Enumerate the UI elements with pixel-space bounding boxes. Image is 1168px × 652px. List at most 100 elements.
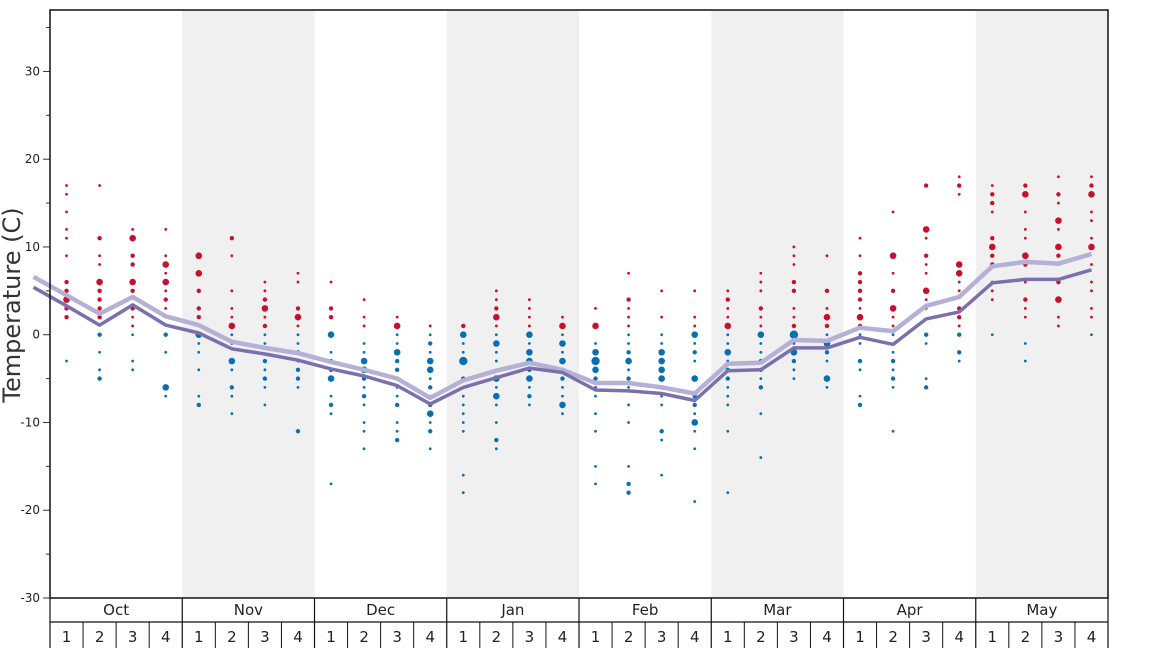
data-point bbox=[131, 359, 135, 363]
data-point bbox=[1023, 342, 1027, 345]
data-point bbox=[858, 333, 862, 337]
series-line-upper bbox=[32, 251, 1093, 401]
week-label: 4 bbox=[558, 628, 568, 646]
data-point bbox=[163, 297, 168, 302]
data-point bbox=[528, 403, 531, 407]
data-point bbox=[627, 464, 630, 468]
y-axis-title: Temperature (C) bbox=[0, 207, 26, 403]
data-point bbox=[658, 357, 665, 365]
data-point bbox=[592, 348, 599, 356]
data-point bbox=[891, 210, 895, 214]
data-point bbox=[726, 491, 730, 495]
data-point bbox=[792, 368, 796, 372]
data-point bbox=[131, 228, 135, 231]
data-point bbox=[1022, 190, 1029, 198]
data-point bbox=[627, 306, 630, 310]
data-point bbox=[1055, 217, 1062, 224]
data-point bbox=[494, 421, 498, 424]
month-label-mar: Mar bbox=[763, 601, 792, 619]
data-point bbox=[891, 315, 895, 319]
data-point bbox=[1023, 359, 1027, 363]
data-point bbox=[594, 482, 597, 486]
data-point bbox=[660, 394, 664, 398]
data-point bbox=[428, 377, 432, 380]
data-point bbox=[263, 342, 267, 345]
data-point bbox=[660, 403, 664, 407]
data-point bbox=[825, 385, 829, 389]
data-point bbox=[493, 313, 500, 321]
data-point bbox=[858, 342, 862, 345]
data-point bbox=[824, 323, 830, 329]
data-point bbox=[693, 342, 697, 345]
data-point bbox=[295, 429, 301, 434]
data-point bbox=[561, 350, 564, 354]
data-point bbox=[823, 375, 831, 382]
data-point bbox=[362, 350, 366, 354]
data-point bbox=[65, 184, 68, 187]
data-point bbox=[263, 280, 267, 284]
data-point bbox=[758, 385, 764, 390]
data-point bbox=[726, 385, 730, 389]
data-point bbox=[824, 350, 830, 355]
data-point bbox=[494, 306, 499, 311]
data-point bbox=[162, 278, 170, 286]
data-point bbox=[923, 253, 929, 258]
data-point bbox=[726, 315, 730, 319]
week-label: 1 bbox=[591, 628, 601, 646]
data-point bbox=[362, 421, 366, 424]
data-point bbox=[164, 228, 168, 231]
data-point bbox=[130, 262, 135, 267]
data-point bbox=[1057, 201, 1060, 205]
data-point bbox=[461, 491, 465, 495]
data-point bbox=[528, 324, 531, 328]
data-point bbox=[725, 297, 730, 302]
data-point bbox=[823, 313, 831, 321]
data-point bbox=[296, 342, 300, 345]
data-point bbox=[461, 412, 465, 416]
data-point bbox=[1023, 306, 1027, 310]
data-point bbox=[295, 367, 301, 373]
data-point bbox=[1023, 280, 1027, 284]
data-point bbox=[263, 315, 267, 319]
data-point bbox=[164, 306, 168, 310]
data-point bbox=[263, 368, 267, 372]
data-point bbox=[97, 376, 102, 381]
week-label: 1 bbox=[459, 628, 469, 646]
data-point bbox=[1023, 236, 1027, 240]
data-point bbox=[858, 306, 862, 310]
data-point bbox=[658, 366, 665, 374]
data-point bbox=[426, 410, 434, 418]
data-point bbox=[591, 356, 600, 366]
data-point bbox=[395, 333, 399, 337]
data-point bbox=[296, 385, 300, 389]
data-point bbox=[857, 358, 863, 364]
data-point bbox=[594, 306, 597, 310]
data-point bbox=[593, 376, 598, 381]
data-point bbox=[659, 429, 664, 434]
data-point bbox=[196, 314, 201, 320]
data-point bbox=[725, 376, 730, 381]
data-point bbox=[792, 254, 796, 258]
data-point bbox=[494, 324, 498, 328]
data-point bbox=[924, 236, 928, 240]
data-point bbox=[990, 200, 995, 206]
data-point bbox=[329, 350, 333, 354]
data-point bbox=[693, 447, 697, 451]
data-point bbox=[890, 288, 896, 294]
data-point bbox=[230, 315, 234, 319]
data-point bbox=[759, 377, 763, 380]
data-point bbox=[561, 333, 564, 337]
data-point bbox=[825, 254, 829, 258]
data-point bbox=[726, 333, 730, 337]
data-point bbox=[1090, 315, 1093, 319]
data-point bbox=[691, 419, 699, 426]
data-point bbox=[857, 402, 863, 408]
data-point bbox=[228, 322, 236, 330]
data-point bbox=[1090, 306, 1093, 310]
data-point bbox=[494, 437, 499, 443]
data-point bbox=[394, 358, 400, 364]
data-point bbox=[362, 324, 366, 328]
data-point bbox=[461, 323, 466, 329]
data-point bbox=[230, 412, 234, 416]
